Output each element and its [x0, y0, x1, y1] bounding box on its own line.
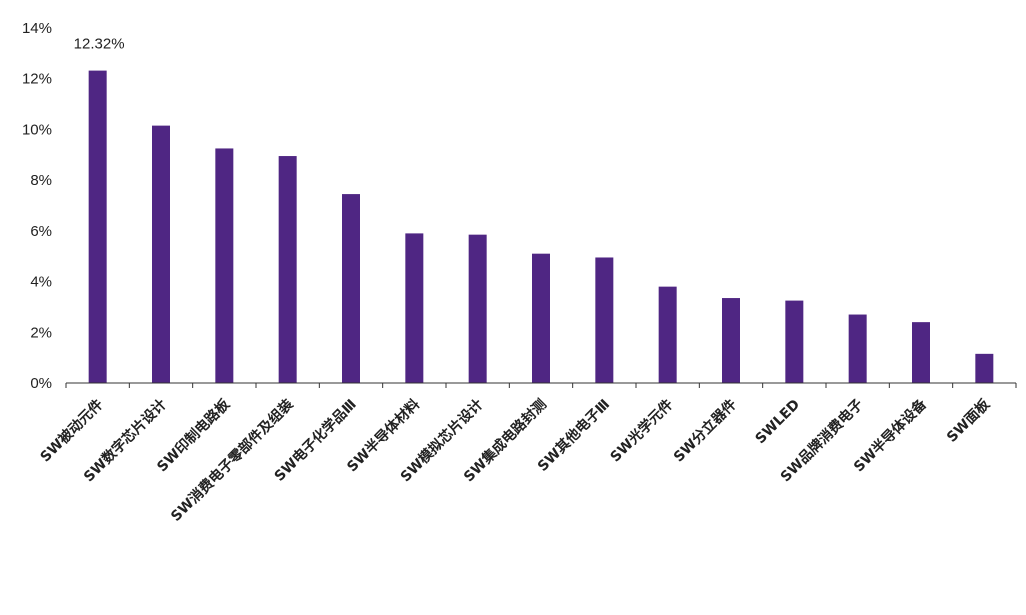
bar: [405, 233, 424, 383]
category-label: SW分立器件: [670, 396, 740, 466]
x-axis-ticks: [65, 383, 1017, 388]
category-label: SW消费电子零部件及组装: [167, 395, 297, 525]
data-label: 12.32%: [74, 36, 125, 53]
bar: [912, 322, 930, 383]
bar: [785, 300, 804, 383]
bar: [278, 156, 297, 383]
bar: [152, 125, 170, 383]
category-label: SW面板: [943, 395, 994, 446]
bar: [342, 194, 360, 383]
y-tick-label: 8%: [30, 172, 52, 189]
y-tick-label: 10%: [22, 121, 52, 138]
bar: [215, 148, 234, 383]
bar: [532, 253, 550, 383]
y-tick-label: 0%: [30, 375, 52, 392]
y-tick-label: 14%: [22, 20, 52, 37]
category-labels: SW被动元件SW数字芯片设计SW印制电路板SW消费电子零部件及组装SW电子化学品…: [37, 395, 994, 525]
bar: [975, 353, 994, 383]
y-tick-label: 12%: [22, 71, 52, 88]
category-label: SW被动元件: [37, 396, 107, 466]
bar: [722, 298, 740, 383]
y-tick-label: 2%: [30, 324, 52, 341]
category-label: SWLED: [753, 397, 804, 448]
y-axis-ticks: 0% 2% 4% 6% 8% 10% 12% 14%: [22, 20, 52, 392]
bar: [468, 234, 487, 383]
bars: [88, 70, 994, 383]
bar: [848, 314, 867, 383]
bar: [595, 257, 614, 383]
bar: [658, 286, 677, 383]
category-label: SW光学元件: [607, 396, 677, 466]
data-labels: 12.32%: [74, 36, 125, 53]
bar: [88, 70, 107, 383]
y-tick-label: 6%: [30, 223, 52, 240]
y-tick-label: 4%: [30, 274, 52, 291]
